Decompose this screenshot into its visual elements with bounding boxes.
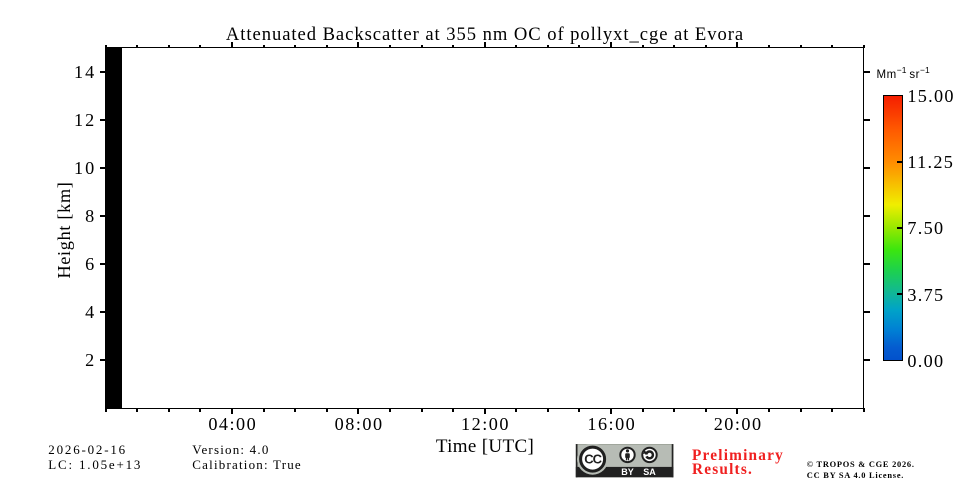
svg-text:CC: CC xyxy=(584,452,602,467)
svg-text:SA: SA xyxy=(643,467,656,477)
svg-text:BY: BY xyxy=(621,467,634,477)
